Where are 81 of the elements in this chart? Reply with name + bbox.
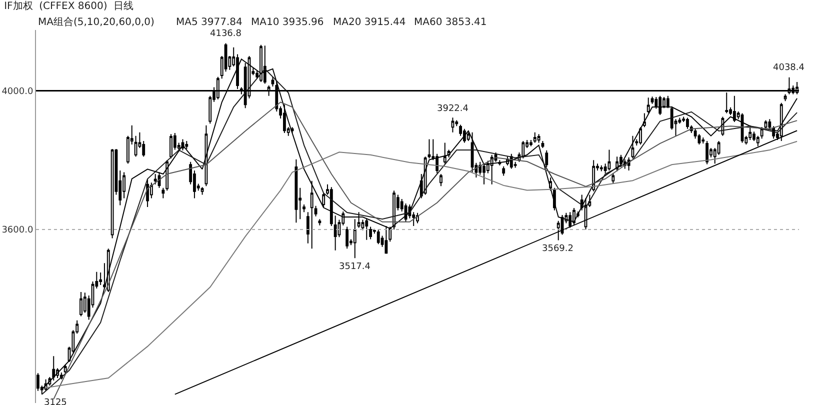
candlestick <box>612 172 615 184</box>
candlestick <box>706 140 709 165</box>
annotation: 3922.4 <box>437 104 469 114</box>
text: MA10 3935.96 <box>251 17 324 28</box>
annotation: 3517.4 <box>339 262 371 272</box>
text: MA组合(5,10,20,60,0,0) <box>38 16 155 28</box>
annotation: 4136.8 <box>210 29 242 39</box>
chart-title: IF加权 (CFFEX 8600) 日线 <box>4 0 134 12</box>
candlestick <box>748 124 752 140</box>
candlestick <box>658 95 662 116</box>
candlestick <box>440 174 442 187</box>
candlestick <box>200 186 204 196</box>
y-tick-label: 3600.0 <box>2 226 34 236</box>
candlestick <box>545 150 548 168</box>
candlestick <box>463 128 466 144</box>
candlestick <box>533 132 536 144</box>
candlestick <box>608 149 611 172</box>
candlestick <box>631 135 634 159</box>
candlestick <box>271 76 274 88</box>
candlestick <box>600 164 603 172</box>
candlestick <box>353 218 356 259</box>
candlestick <box>134 135 138 158</box>
candlestick <box>639 126 642 145</box>
candlestick <box>310 180 314 250</box>
line-series <box>45 140 798 388</box>
candlestick <box>162 187 165 199</box>
candlestick <box>330 186 333 227</box>
candlestick <box>306 212 310 244</box>
candlestick <box>357 212 360 228</box>
candlestick <box>572 208 576 226</box>
annotation: 3125 <box>44 398 67 405</box>
candlestick <box>760 126 764 140</box>
candlestick <box>376 229 380 245</box>
candlestick <box>369 226 372 240</box>
candlestick <box>146 178 149 208</box>
candlestick <box>702 137 705 144</box>
candlestick <box>522 140 525 159</box>
candlestick <box>302 204 306 213</box>
candlestick <box>646 97 650 114</box>
y-tick-label: 4000.0 <box>2 86 34 97</box>
candlestick <box>318 218 322 226</box>
candlestick <box>384 226 388 254</box>
candlestick <box>784 94 787 102</box>
candlestick <box>388 226 392 242</box>
candlestick <box>314 205 318 217</box>
candlestick <box>451 117 454 133</box>
candlestick <box>537 134 540 144</box>
text: MA60 3853.41 <box>414 17 487 28</box>
candlestick <box>686 117 689 130</box>
candlestick <box>568 212 572 228</box>
candlestick <box>666 95 670 109</box>
candlestick <box>502 166 506 176</box>
candlestick <box>170 134 172 159</box>
candlestick <box>443 142 446 164</box>
candlestick <box>154 174 157 185</box>
candlestick <box>322 192 326 208</box>
candlestick <box>80 291 82 317</box>
candlestick <box>392 190 396 230</box>
candlestick <box>756 135 760 147</box>
candlestick <box>334 215 337 251</box>
candlestick <box>346 226 349 250</box>
candlestick <box>482 163 486 185</box>
text: MA5 3977.84 <box>176 17 242 28</box>
candlestick <box>185 140 188 150</box>
candlestick <box>466 132 470 142</box>
candlestick <box>732 95 736 122</box>
candlestick <box>768 118 772 130</box>
annotation: 3569.2 <box>542 244 574 254</box>
annotation: 4038.4 <box>773 63 805 73</box>
candlestick <box>64 364 67 374</box>
candlestick <box>365 218 368 240</box>
text: MA20 3915.44 <box>333 17 406 28</box>
candlestick <box>52 356 56 381</box>
candlestick <box>99 272 102 286</box>
candlestick <box>530 139 532 147</box>
candlestick <box>283 104 286 134</box>
candlestick <box>36 372 40 392</box>
candlestick <box>642 112 646 128</box>
candlestick <box>110 148 114 239</box>
candlestick <box>294 158 298 224</box>
candlestick <box>541 140 544 148</box>
